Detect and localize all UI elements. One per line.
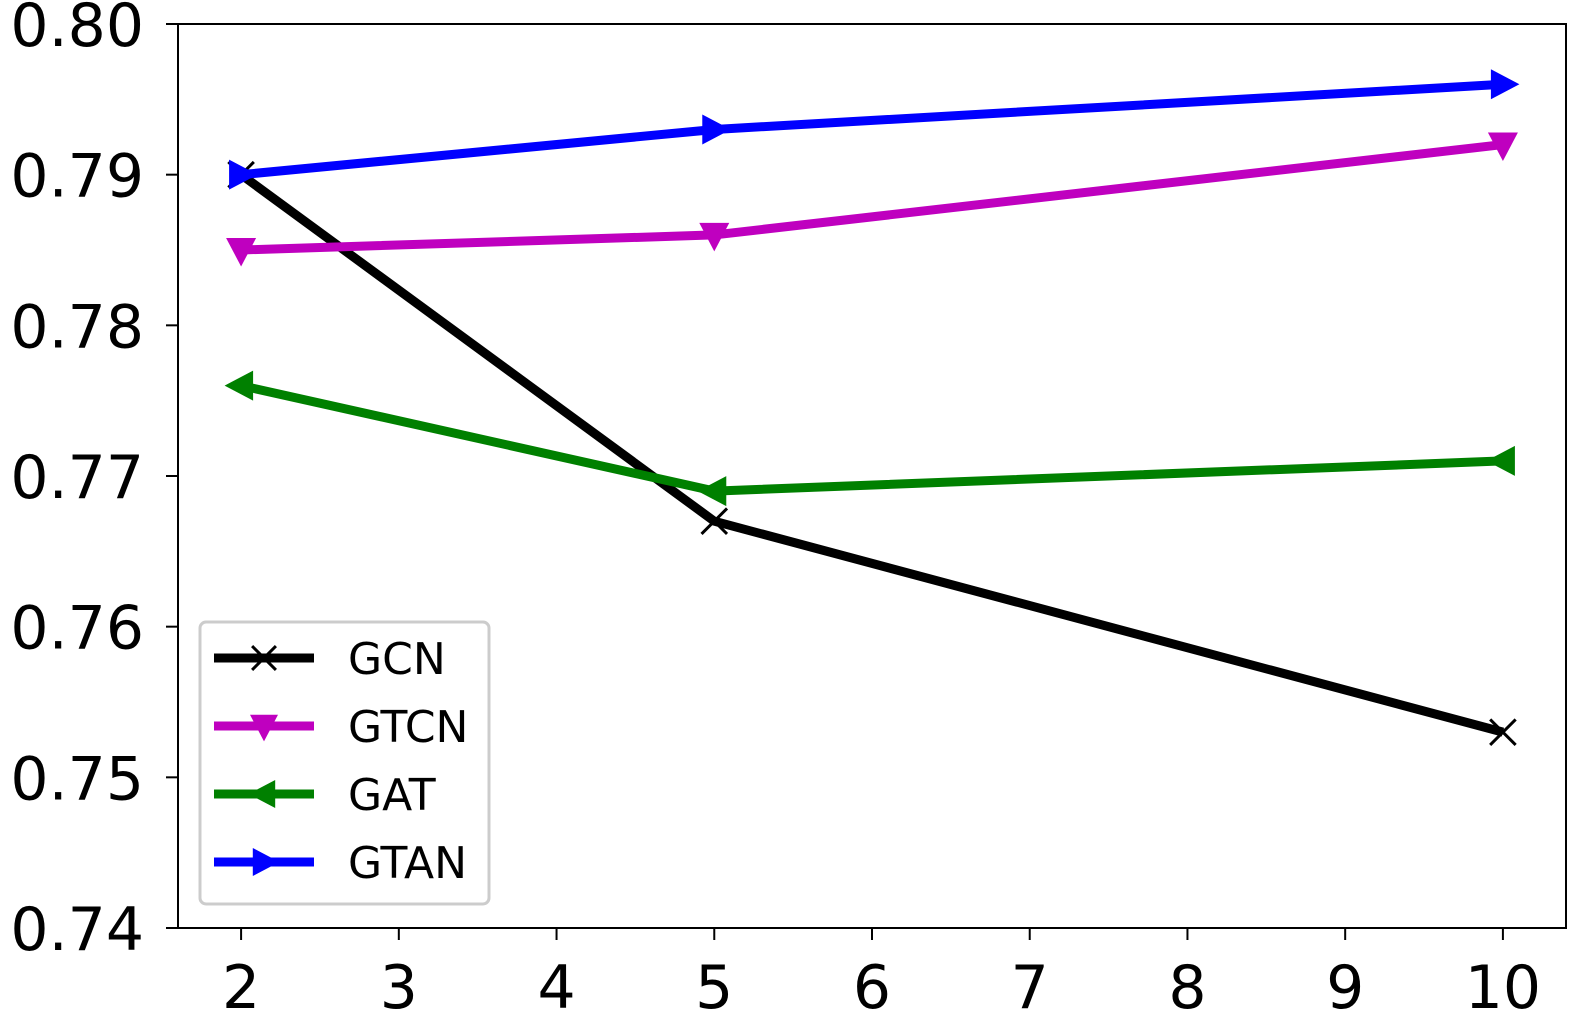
y-tick-label: 0.79 bbox=[10, 142, 144, 212]
legend: GCN GTCN GAT GTAN bbox=[198, 620, 491, 906]
x-tick-label: 9 bbox=[1326, 953, 1364, 1023]
x-tick-label: 7 bbox=[1011, 953, 1049, 1023]
y-tick-label: 0.80 bbox=[10, 0, 144, 61]
series-gcn bbox=[227, 160, 1517, 746]
legend-item-gtan: GTAN bbox=[214, 838, 467, 889]
x-tick-label: 8 bbox=[1168, 953, 1206, 1023]
legend-marker-gtcn bbox=[250, 714, 278, 742]
point-gat-2 bbox=[224, 370, 254, 401]
y-tick-label: 0.77 bbox=[10, 443, 144, 513]
y-tick-label: 0.76 bbox=[10, 594, 144, 664]
legend-marker-gtan bbox=[252, 848, 280, 876]
point-gcn-10 bbox=[1489, 718, 1517, 746]
series-layer bbox=[224, 69, 1520, 746]
legend-marker-gat bbox=[248, 780, 276, 808]
point-gtan-5 bbox=[702, 114, 731, 145]
x-tick-label: 6 bbox=[853, 953, 891, 1023]
point-gtcn-10 bbox=[1487, 132, 1518, 162]
point-gat-10 bbox=[1486, 445, 1515, 476]
legend-item-gcn: GCN bbox=[214, 634, 446, 685]
series-gat bbox=[224, 370, 1515, 507]
y-tick-label: 0.78 bbox=[10, 292, 144, 362]
legend-label-gcn: GCN bbox=[348, 634, 446, 685]
legend-box bbox=[198, 620, 491, 906]
legend-label-gtcn: GTCN bbox=[348, 702, 468, 753]
series-gtan bbox=[229, 69, 1520, 190]
series-gtcn bbox=[226, 132, 1518, 267]
legend-marker-gcn bbox=[251, 645, 277, 671]
y-tick-label: 0.75 bbox=[10, 744, 144, 814]
series-line-gat bbox=[240, 381, 1504, 496]
x-tick-label: 2 bbox=[222, 953, 260, 1023]
axes: 2 3 4 5 6 7 8 9 10 0.74 0.75 0.76 0.77 0.78 0.79 0.80 bbox=[10, 0, 1567, 1023]
point-gtan-10 bbox=[1490, 69, 1520, 100]
legend-item-gat: GAT bbox=[214, 770, 436, 821]
legend-label-gat: GAT bbox=[348, 770, 436, 821]
x-tick-label: 3 bbox=[380, 953, 418, 1023]
point-gtcn-2 bbox=[226, 238, 257, 267]
series-line-gtan bbox=[240, 79, 1504, 180]
point-gat-5 bbox=[697, 476, 727, 507]
point-gtcn-5 bbox=[699, 222, 730, 252]
legend-label-gtan: GTAN bbox=[348, 838, 467, 889]
y-tick-label: 0.74 bbox=[10, 895, 144, 965]
point-gcn-5 bbox=[700, 507, 729, 536]
x-tick-label: 4 bbox=[537, 953, 575, 1023]
x-tick-label: 5 bbox=[695, 953, 733, 1023]
legend-item-gtcn: GTCN bbox=[214, 702, 468, 753]
x-tick-label: 10 bbox=[1465, 953, 1541, 1023]
point-gtan-2 bbox=[229, 159, 258, 190]
